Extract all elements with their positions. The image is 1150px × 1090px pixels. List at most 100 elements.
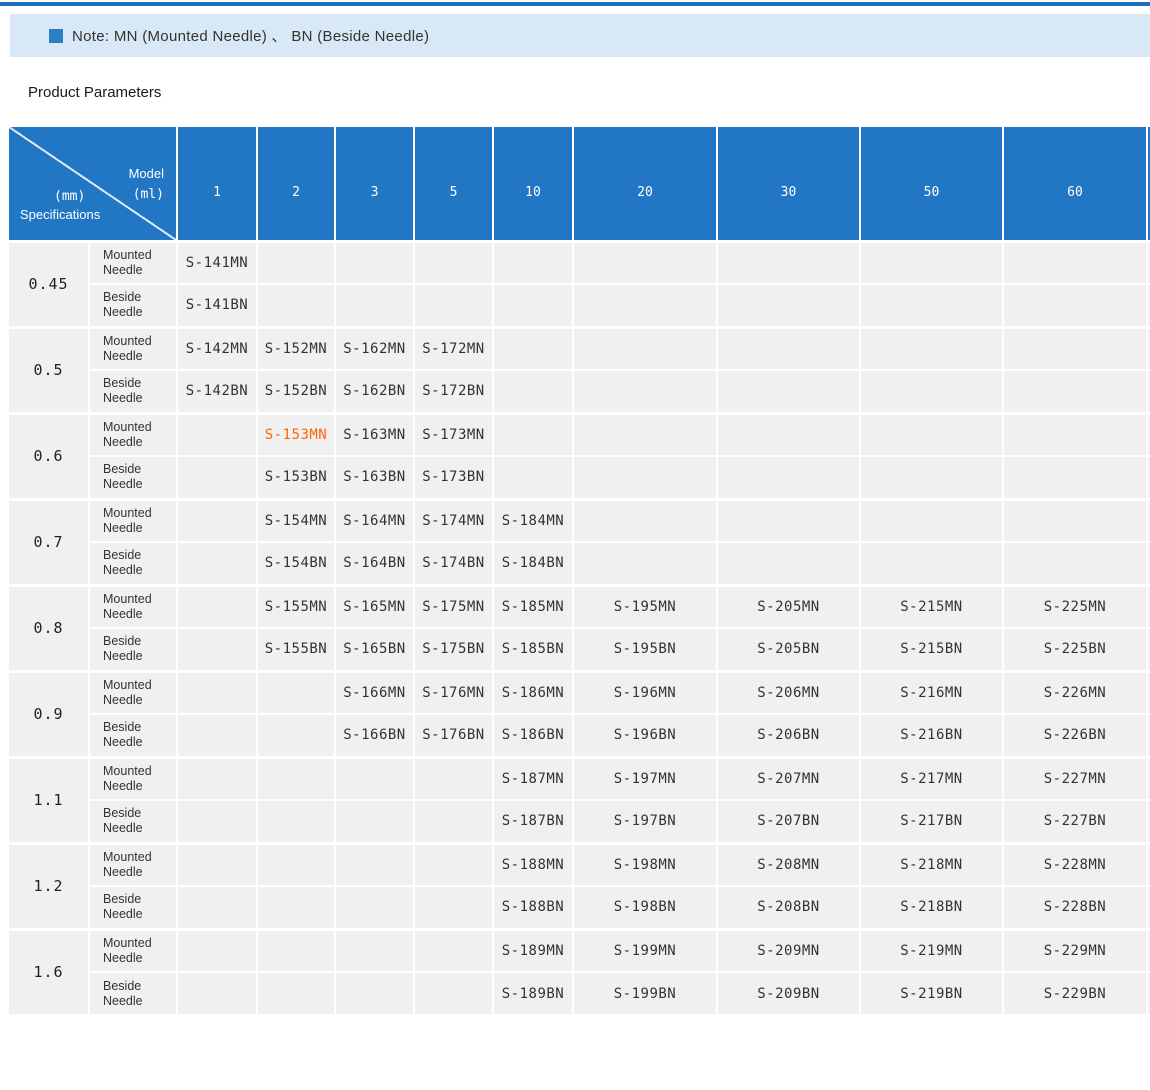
model-link[interactable]: S-165BN xyxy=(334,627,415,672)
model-link[interactable]: S-154MN xyxy=(256,497,336,543)
model-link[interactable]: S-227BN xyxy=(1002,799,1148,844)
model-link[interactable]: S-186MN xyxy=(492,669,574,715)
model-link[interactable]: S-195BN xyxy=(572,627,718,672)
model-link[interactable]: S-197MN xyxy=(572,755,718,801)
model-link[interactable]: S-228MN xyxy=(1002,841,1148,887)
row-type-label: Beside Needle xyxy=(88,971,178,1016)
model-link[interactable]: S-217MN xyxy=(859,755,1004,801)
model-link[interactable]: S-186BN xyxy=(492,713,574,758)
model-link[interactable]: S-188MN xyxy=(492,841,574,887)
model-link[interactable]: S-187MN xyxy=(492,755,574,801)
model-link[interactable]: S-142MN xyxy=(176,325,258,371)
model-link[interactable]: S-141MN xyxy=(176,239,258,285)
model-link[interactable]: S-206MN xyxy=(716,669,861,715)
model-link[interactable]: S-205MN xyxy=(716,583,861,629)
model-link[interactable]: S-198MN xyxy=(572,841,718,887)
model-link[interactable]: S-152BN xyxy=(256,369,336,414)
model-link[interactable]: S-208MN xyxy=(716,841,861,887)
model-cell-empty xyxy=(492,325,574,371)
model-link[interactable]: S-215MN xyxy=(859,583,1004,629)
model-link[interactable]: S-226MN xyxy=(1002,669,1148,715)
model-link[interactable]: S-173BN xyxy=(413,455,494,500)
row-type-label: Beside Needle xyxy=(88,885,178,930)
model-link[interactable]: S-189MN xyxy=(492,927,574,973)
model-link[interactable]: S-174BN xyxy=(413,541,494,586)
model-link[interactable]: S-198BN xyxy=(572,885,718,930)
model-link[interactable]: S-164MN xyxy=(334,497,415,543)
model-link[interactable]: S-152MN xyxy=(256,325,336,371)
model-link[interactable]: S-207MN xyxy=(716,755,861,801)
model-link[interactable]: S-219BN xyxy=(859,971,1004,1016)
model-link[interactable]: S-175BN xyxy=(413,627,494,672)
model-link[interactable]: S-155BN xyxy=(256,627,336,672)
model-link[interactable]: S-216MN xyxy=(859,669,1004,715)
model-link[interactable]: S-165MN xyxy=(334,583,415,629)
model-link[interactable]: S-162BN xyxy=(334,369,415,414)
corner-mm-unit: (mm) xyxy=(54,188,86,204)
model-link[interactable]: S-217BN xyxy=(859,799,1004,844)
model-link[interactable]: S-163BN xyxy=(334,455,415,500)
model-link[interactable]: S-142BN xyxy=(176,369,258,414)
model-link[interactable]: S-153BN xyxy=(256,455,336,500)
model-link[interactable]: S-207BN xyxy=(716,799,861,844)
model-link[interactable]: S-154BN xyxy=(256,541,336,586)
model-link[interactable]: S-172BN xyxy=(413,369,494,414)
model-link[interactable]: S-227MN xyxy=(1002,755,1148,801)
model-link[interactable]: S-228BN xyxy=(1002,885,1148,930)
model-link[interactable]: S-218MN xyxy=(859,841,1004,887)
model-link[interactable]: S-229BN xyxy=(1002,971,1148,1016)
model-link[interactable]: S-226BN xyxy=(1002,713,1148,758)
model-link[interactable]: S-176BN xyxy=(413,713,494,758)
model-link[interactable]: S-162MN xyxy=(334,325,415,371)
model-link[interactable]: S-175MN xyxy=(413,583,494,629)
model-link[interactable]: S-216BN xyxy=(859,713,1004,758)
model-link[interactable]: S-188BN xyxy=(492,885,574,930)
model-link[interactable]: S-189BN xyxy=(492,971,574,1016)
model-cell-empty xyxy=(572,411,718,457)
model-link[interactable]: S-229MN xyxy=(1002,927,1148,973)
model-link[interactable]: S-184MN xyxy=(492,497,574,543)
model-link[interactable]: S-166BN xyxy=(334,713,415,758)
model-cell-empty xyxy=(256,885,336,930)
model-link[interactable]: S-187BN xyxy=(492,799,574,844)
model-link[interactable]: S-163MN xyxy=(334,411,415,457)
model-link[interactable]: S-197BN xyxy=(572,799,718,844)
model-link[interactable]: S-172MN xyxy=(413,325,494,371)
model-link[interactable]: S-196MN xyxy=(572,669,718,715)
model-link[interactable]: S-199MN xyxy=(572,927,718,973)
model-cell-empty xyxy=(716,325,861,371)
model-link[interactable]: S-199BN xyxy=(572,971,718,1016)
model-link[interactable]: S-215BN xyxy=(859,627,1004,672)
cell-filler xyxy=(1146,669,1150,715)
row-type-label: Mounted Needle xyxy=(88,239,178,285)
model-link[interactable]: S-209MN xyxy=(716,927,861,973)
model-link[interactable]: S-174MN xyxy=(413,497,494,543)
model-link[interactable]: S-209BN xyxy=(716,971,861,1016)
model-link[interactable]: S-218BN xyxy=(859,885,1004,930)
model-link[interactable]: S-173MN xyxy=(413,411,494,457)
model-link[interactable]: S-141BN xyxy=(176,283,258,328)
model-link[interactable]: S-176MN xyxy=(413,669,494,715)
model-cell-empty xyxy=(492,239,574,285)
table-row: Beside Needle S-155BN S-165BN S-175BN S-185B… xyxy=(8,627,1150,672)
section-title: Product Parameters xyxy=(28,84,162,101)
model-link[interactable]: S-206BN xyxy=(716,713,861,758)
model-link[interactable]: S-184BN xyxy=(492,541,574,586)
model-link[interactable]: S-196BN xyxy=(572,713,718,758)
model-link[interactable]: S-185MN xyxy=(492,583,574,629)
model-link[interactable]: S-155MN xyxy=(256,583,336,629)
model-link[interactable]: S-225MN xyxy=(1002,583,1148,629)
model-link[interactable]: S-219MN xyxy=(859,927,1004,973)
model-link[interactable]: S-185BN xyxy=(492,627,574,672)
model-link[interactable]: S-195MN xyxy=(572,583,718,629)
model-link[interactable]: S-164BN xyxy=(334,541,415,586)
model-cell-empty xyxy=(176,885,258,930)
table-row: 0.9 Mounted Needle S-166MN S-176MN S-186MN S-… xyxy=(7,669,1150,758)
model-cell-empty xyxy=(413,239,494,285)
column-header-10ml: 10 xyxy=(492,125,574,242)
model-link-highlighted[interactable]: S-153MN xyxy=(256,411,336,457)
model-link[interactable]: S-208BN xyxy=(716,885,861,930)
model-link[interactable]: S-205BN xyxy=(716,627,861,672)
model-link[interactable]: S-166MN xyxy=(334,669,415,715)
model-link[interactable]: S-225BN xyxy=(1002,627,1148,672)
